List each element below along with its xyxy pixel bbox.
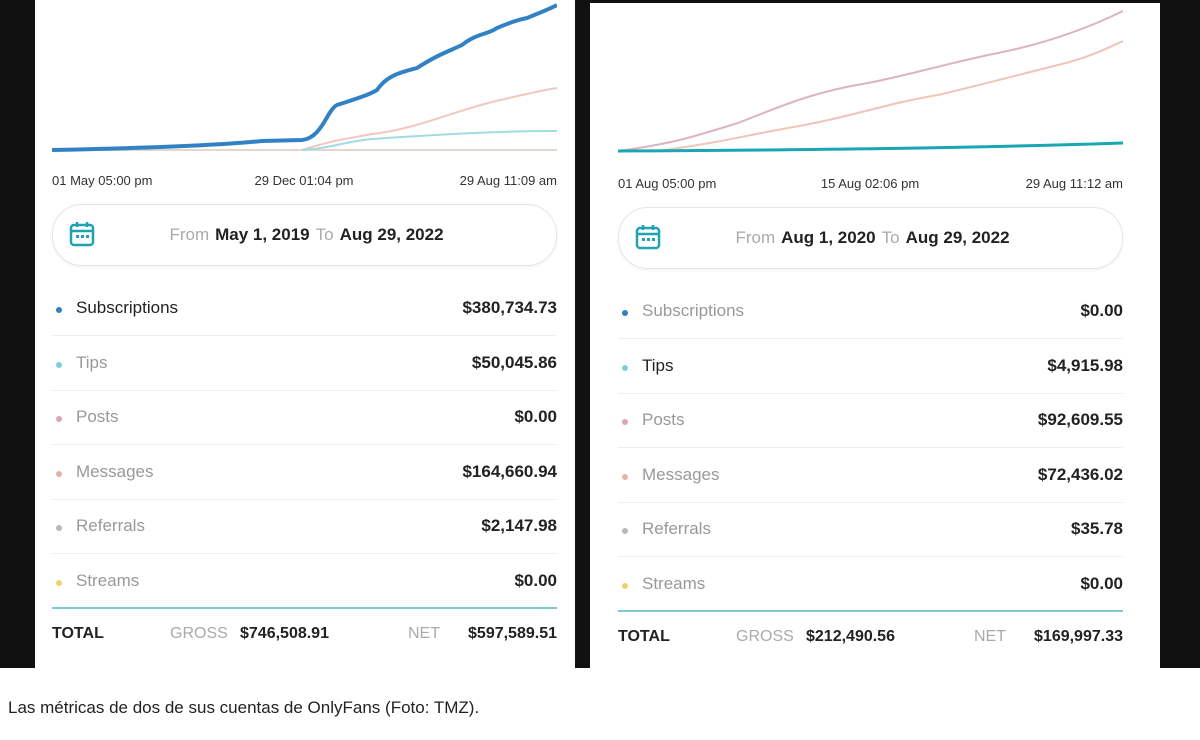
caption: Las métricas de dos de sus cuentas de On… [8, 698, 480, 717]
total-label: TOTAL [618, 628, 670, 645]
date-range-picker[interactable] [52, 204, 557, 266]
to: Aug 29, 2022 [339, 225, 444, 244]
gross-label: GROSS [736, 628, 794, 645]
from: Aug 1, 2020 [781, 228, 876, 247]
earnings-row: Referrals $35.78 [618, 503, 1123, 557]
legend-dot [622, 419, 628, 425]
row-amount: $0.00 [514, 407, 557, 426]
row-label: Streams [642, 573, 706, 593]
legend-dot [622, 528, 628, 534]
net-amount: $169,997.33 [1034, 628, 1123, 645]
legend-dot [56, 525, 62, 531]
legend-dot [622, 364, 628, 371]
row-amount: $35.78 [1071, 519, 1123, 538]
earnings-row: Messages $72,436.02 [618, 449, 1123, 503]
x-axis-label: 01 May 05:00 pm [52, 173, 153, 188]
earnings-row: Subscriptions $0.00 [618, 285, 1123, 339]
legend-dot [622, 582, 628, 589]
date-range: From May 1, 2019 To Aug 29, 2022 [52, 225, 555, 245]
to-label: To [881, 228, 900, 247]
legend-dot [56, 307, 62, 313]
gross-label: GROSS [170, 625, 228, 642]
legend-dot [56, 361, 62, 368]
net-label: NET [974, 628, 1006, 645]
row-label: Posts [76, 407, 119, 426]
x-axis-label: 29 Aug 11:09 am [459, 173, 557, 188]
legend-dot [622, 473, 628, 480]
row-label: Tips [76, 352, 108, 372]
row-amount: $164,660.94 [462, 461, 557, 481]
row-label: Referrals [76, 516, 145, 535]
row-amount: $380,734.73 [462, 298, 557, 317]
row-label: Subscriptions [76, 298, 179, 317]
panel: 01 Aug 05:00 pm 15 Aug 02:06 pm 29 Aug 11:… [590, 3, 1160, 671]
row-amount: $0.00 [1080, 573, 1123, 593]
from-label: From [735, 228, 776, 247]
from: May 1, 2019 [215, 225, 310, 244]
date-range-picker[interactable] [618, 207, 1123, 269]
date-range: From Aug 1, 2020 To Aug 29, 2022 [618, 228, 1121, 248]
panel: 01 May 05:00 pm 29 Dec 01:04 pm 29 Aug 11:… [35, 0, 575, 668]
earnings-row: Tips $50,045.86 [52, 337, 557, 391]
total-row: TOTAL GROSS $746,508.91 NET $597,589.51 [52, 625, 557, 645]
row-amount: $4,915.98 [1047, 355, 1123, 375]
row-label: Streams [76, 570, 140, 590]
row-label: Posts [642, 410, 685, 429]
legend-dot [56, 416, 62, 422]
row-amount: $0.00 [1080, 301, 1123, 320]
gross-amount: $746,508.91 [240, 625, 329, 642]
net-label: NET [408, 625, 440, 642]
x-axis-label: 01 Aug 05:00 pm [618, 176, 717, 191]
earnings-row: Streams $0.00 [618, 558, 1123, 612]
earnings-row: Subscriptions $380,734.73 [52, 282, 557, 336]
row-amount: $0.00 [514, 570, 557, 590]
earnings-row: Messages $164,660.94 [52, 446, 557, 500]
legend-dot [622, 310, 628, 316]
from-label: From [169, 225, 210, 244]
to: Aug 29, 2022 [905, 228, 1010, 247]
row-label: Referrals [642, 519, 711, 538]
earnings-chart [52, 3, 557, 152]
row-label: Messages [642, 464, 720, 484]
row-amount: $92,609.55 [1037, 410, 1123, 429]
row-label: Messages [76, 461, 154, 481]
calendar-icon [69, 222, 95, 247]
earnings-row: Posts $0.00 [52, 391, 557, 445]
earnings-row: Referrals $2,147.98 [52, 500, 557, 554]
to-label: To [315, 225, 334, 244]
earnings-row: Streams $0.00 [52, 555, 557, 609]
earnings-row: Tips $4,915.98 [618, 340, 1123, 394]
total-label: TOTAL [52, 625, 104, 642]
legend-dot [56, 470, 62, 477]
gross-amount: $212,490.56 [806, 628, 895, 645]
x-axis-label: 15 Aug 02:06 pm [820, 176, 920, 191]
row-label: Subscriptions [642, 301, 745, 320]
row-amount: $2,147.98 [481, 516, 557, 535]
calendar-icon [635, 225, 661, 250]
row-amount: $72,436.02 [1037, 464, 1123, 484]
row-amount: $50,045.86 [471, 352, 557, 372]
row-label: Tips [642, 355, 674, 375]
total-row: TOTAL GROSS $212,490.56 NET $169,997.33 [618, 628, 1123, 648]
net-amount: $597,589.51 [468, 625, 557, 642]
legend-dot [56, 579, 62, 586]
x-axis-label: 29 Dec 01:04 pm [254, 173, 354, 188]
x-axis-label: 29 Aug 11:12 am [1025, 176, 1123, 191]
earnings-chart [618, 10, 1123, 153]
earnings-row: Posts $92,609.55 [618, 394, 1123, 448]
